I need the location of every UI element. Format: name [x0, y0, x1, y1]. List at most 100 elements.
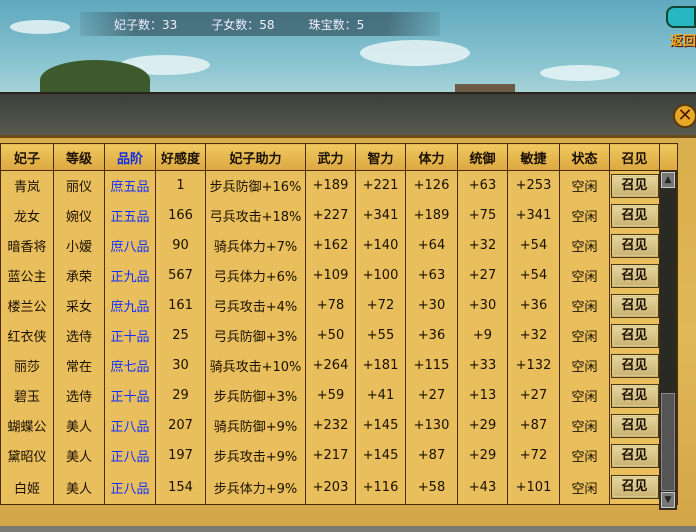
table-row: 丽莎 常在 庶七品 30 骑兵攻击+10% +264 +181 +115 +33 +132 空闲 召见 — [0, 350, 678, 381]
cell-agility: +341 — [507, 200, 560, 231]
header-scroll-spacer — [659, 143, 678, 171]
cell-rank: 庶五品 — [104, 170, 156, 201]
cell-command: +32 — [457, 230, 508, 261]
cell-stamina: +64 — [405, 230, 458, 261]
summon-button[interactable]: 召见 — [610, 233, 659, 258]
cell-strength: +264 — [305, 350, 356, 381]
cell-intellect: +41 — [355, 380, 406, 411]
header-agility: 敏捷 — [507, 143, 560, 171]
cell-stamina: +30 — [405, 290, 458, 321]
cell-intellect: +145 — [355, 440, 406, 471]
cell-status: 空闲 — [559, 260, 610, 291]
cell-summon: 召见 — [609, 170, 660, 201]
table-row: 青岚 丽仪 庶五品 1 步兵防御+16% +189 +221 +126 +63 +253 空闲 召见 — [0, 170, 678, 505]
cell-status: 空闲 — [559, 290, 610, 321]
cell-agility: +101 — [507, 470, 560, 505]
cell-affection: 166 — [155, 200, 206, 231]
cell-bonus: 步兵攻击+9% — [205, 440, 306, 471]
cell-level: 婉仪 — [53, 200, 105, 231]
cell-status: 空闲 — [559, 350, 610, 381]
back-arrow-icon — [666, 6, 696, 28]
summon-button[interactable]: 召见 — [610, 353, 659, 378]
table-row: 蓝公主 承荣 正九品 567 弓兵体力+6% +109 +100 +63 +27 +54 空闲 召见 — [0, 260, 678, 291]
cell-summon: 召见 — [609, 230, 660, 261]
summon-button[interactable]: 召见 — [610, 173, 659, 198]
close-button[interactable]: ✕ — [673, 104, 696, 128]
cell-rank: 正八品 — [104, 470, 156, 505]
cell-status: 空闲 — [559, 200, 610, 231]
cell-rank: 正十品 — [104, 320, 156, 351]
header-summon: 召见 — [609, 143, 660, 171]
cell-summon: 召见 — [609, 260, 660, 291]
cell-name: 红衣侠 — [0, 320, 54, 351]
cell-stamina: +126 — [405, 170, 458, 201]
consort-count: 妃子数：33 — [114, 17, 178, 32]
cell-stamina: +115 — [405, 350, 458, 381]
summon-button[interactable]: 召见 — [610, 323, 659, 348]
summon-button[interactable]: 召见 — [610, 263, 659, 288]
cell-level: 丽仪 — [53, 170, 105, 201]
cell-summon: 召见 — [609, 440, 660, 471]
cell-command: +29 — [457, 440, 508, 471]
cell-status: 空闲 — [559, 410, 610, 441]
scroll-down-button[interactable]: ▼ — [661, 492, 675, 508]
cell-intellect: +55 — [355, 320, 406, 351]
cell-strength: +217 — [305, 440, 356, 471]
header-rank: 品阶 — [104, 143, 156, 171]
cell-stamina: +27 — [405, 380, 458, 411]
cell-status: 空闲 — [559, 470, 610, 505]
stats-bar: 妃子数：33 子女数：58 珠宝数：5 — [80, 12, 440, 36]
cell-intellect: +341 — [355, 200, 406, 231]
cell-bonus: 弓兵攻击+4% — [205, 290, 306, 321]
cell-intellect: +116 — [355, 470, 406, 505]
cell-command: +13 — [457, 380, 508, 411]
cell-affection: 567 — [155, 260, 206, 291]
scroll-thumb[interactable] — [661, 393, 675, 491]
cell-strength: +50 — [305, 320, 356, 351]
cell-summon: 召见 — [609, 200, 660, 231]
table-row: 白姬 美人 正八品 154 步兵体力+9% +203 +116 +58 +43 +101 空闲 召见 — [0, 470, 678, 505]
cell-stamina: +87 — [405, 440, 458, 471]
cell-level: 美人 — [53, 470, 105, 505]
cell-command: +30 — [457, 290, 508, 321]
cell-name: 楼兰公 — [0, 290, 54, 321]
header-level: 等级 — [53, 143, 105, 171]
cell-affection: 25 — [155, 320, 206, 351]
cell-summon: 召见 — [609, 470, 660, 505]
cell-command: +63 — [457, 170, 508, 201]
cell-stamina: +189 — [405, 200, 458, 231]
cell-bonus: 步兵体力+9% — [205, 470, 306, 505]
cell-affection: 154 — [155, 470, 206, 505]
header-stamina: 体力 — [405, 143, 458, 171]
cell-command: +29 — [457, 410, 508, 441]
cell-name: 丽莎 — [0, 350, 54, 381]
cloud — [360, 40, 470, 66]
scrollbar[interactable]: ▲ ▼ — [659, 170, 677, 510]
cell-bonus: 弓兵防御+3% — [205, 320, 306, 351]
scroll-up-button[interactable]: ▲ — [661, 172, 675, 188]
summon-button[interactable]: 召见 — [610, 413, 659, 438]
cell-command: +27 — [457, 260, 508, 291]
cell-agility: +132 — [507, 350, 560, 381]
cell-affection: 90 — [155, 230, 206, 261]
cell-strength: +189 — [305, 170, 356, 201]
summon-button[interactable]: 召见 — [610, 203, 659, 228]
cell-rank: 庶八品 — [104, 230, 156, 261]
summon-button[interactable]: 召见 — [610, 475, 659, 500]
cell-bonus: 步兵防御+16% — [205, 170, 306, 201]
summon-button[interactable]: 召见 — [610, 443, 659, 468]
summon-button[interactable]: 召见 — [610, 383, 659, 408]
children-count: 子女数：58 — [211, 17, 275, 32]
cell-rank: 正八品 — [104, 440, 156, 471]
header-command: 统御 — [457, 143, 508, 171]
cell-summon: 召见 — [609, 320, 660, 351]
cell-rank: 正九品 — [104, 260, 156, 291]
cell-intellect: +145 — [355, 410, 406, 441]
cell-intellect: +140 — [355, 230, 406, 261]
back-button[interactable]: 返回 — [662, 2, 696, 49]
table-row: 暗香将 小嫒 庶八品 90 骑兵体力+7% +162 +140 +64 +32 +54 空闲 召见 — [0, 230, 678, 261]
summon-button[interactable]: 召见 — [610, 293, 659, 318]
table-row: 蝴蝶公 美人 正八品 207 骑兵防御+9% +232 +145 +130 +29 +87 空闲 召见 — [0, 410, 678, 441]
table-row: 龙女 婉仪 正五品 166 弓兵攻击+18% +227 +341 +189 +75 +341 空闲召… — [0, 200, 678, 231]
cell-affection: 161 — [155, 290, 206, 321]
